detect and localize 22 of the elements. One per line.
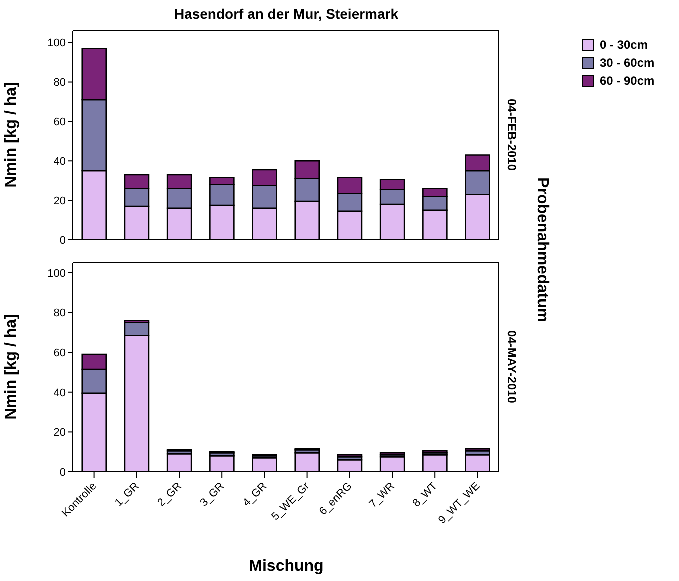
y2-axis-title: 04-MAY-2010 (505, 330, 519, 404)
chart-title: Hasendorf an der Mur, Steiermark (173, 6, 400, 22)
legend-label: 30 - 60cm (600, 56, 655, 70)
y-axis-title: Nmin [kg / ha] (3, 82, 21, 188)
legend-label: 60 - 90cm (600, 74, 655, 88)
y-tick-label: 60 (54, 347, 66, 360)
y-tick-label: 20 (54, 195, 66, 208)
y-tick-label: 20 (54, 427, 66, 440)
y-tick-label: 80 (54, 308, 66, 320)
y-axis-title: Nmin [kg / ha] (3, 314, 21, 420)
y-tick-label: 60 (54, 116, 66, 129)
y-tick-label: 100 (48, 38, 66, 50)
y-tick-label: 0 (60, 234, 66, 247)
y-tick-label: 100 (48, 268, 66, 280)
y2-axis-title: 04-FEB-2010 (505, 98, 519, 172)
text: Probenahmedatum (533, 178, 551, 322)
y-tick-label: 40 (54, 387, 66, 400)
legend-label: 0 - 30cm (600, 38, 648, 52)
y-tick-label: 80 (54, 77, 66, 90)
x-axis-title: Mischung (248, 558, 325, 576)
y-tick-label: 0 (60, 466, 66, 479)
y-tick-label: 40 (54, 156, 66, 168)
